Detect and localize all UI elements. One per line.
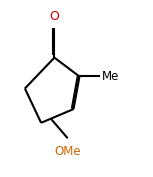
Text: OMe: OMe: [54, 145, 81, 158]
Text: O: O: [49, 10, 59, 23]
Text: Me: Me: [102, 70, 119, 83]
